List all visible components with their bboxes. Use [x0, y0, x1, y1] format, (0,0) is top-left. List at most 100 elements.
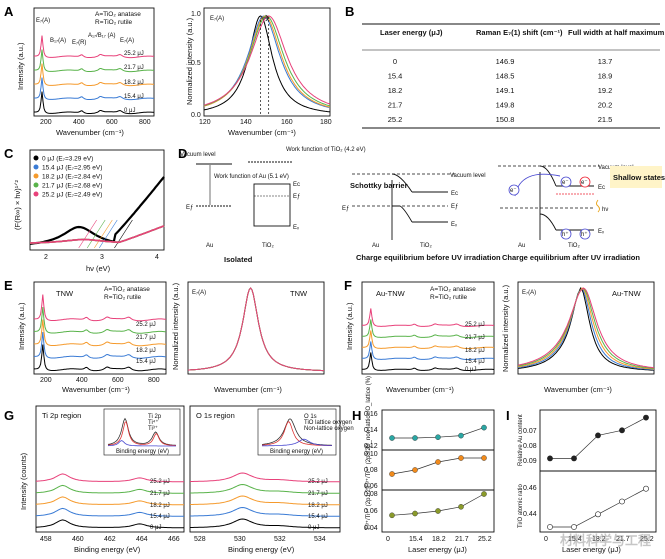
hnu-label: hν — [602, 207, 608, 213]
energy-label: 21.7 μJ — [124, 65, 144, 71]
panel-H-xlabel: Laser energy (μJ) — [408, 545, 467, 554]
panel-G-right-xlabel: Binding energy (eV) — [228, 545, 295, 554]
panel-E-xtick: 400 — [76, 377, 88, 384]
normalized-peak-line — [517, 287, 655, 369]
peak-label: A₁₇/B₁₇ (A) — [88, 33, 116, 39]
panel-G-left-xtick: 466 — [168, 536, 180, 543]
xps-spectrum — [190, 495, 340, 506]
panel-H-ylabel: Ti³⁺/Ti⁴⁺ (2p3/2) — [365, 445, 372, 488]
panel-A-normalized-curves — [203, 14, 331, 116]
panel-E-right-plot: E₇(A) TNW Normalized intensity (a.u.) Wa… — [171, 281, 325, 394]
table-cell: 149.8 — [496, 101, 515, 110]
table-cell: 25.2 — [388, 115, 403, 124]
data-point — [619, 427, 625, 434]
panel-E-right-tag: TNW — [290, 289, 308, 298]
legend-marker — [33, 182, 39, 188]
data-point — [389, 471, 395, 477]
energy-label: 15.4 μJ — [465, 359, 485, 365]
table-cell: 20.2 — [598, 101, 613, 110]
energy-label: 21.7 μJ — [465, 335, 485, 341]
panel-G-ylabel: Intensity (counts) — [19, 452, 28, 510]
panel-C-xtick: 4 — [155, 254, 159, 261]
inset-xlabel: Binding energy (eV) — [270, 449, 323, 455]
panel-B-rows: 0 146.9 13.7 15.4 148.5 18.9 18.2 149.1 19.2 21.7… — [388, 57, 613, 124]
energy-label: 18.2 μJ — [465, 348, 485, 354]
energy-label: 18.2 μJ — [124, 80, 144, 86]
energy-label: 25.2 μJ — [124, 51, 144, 57]
panel-F-ylabel: Intensity (a.u.) — [345, 302, 354, 350]
tauc-curve — [29, 225, 165, 244]
panel-H-label: H — [352, 408, 361, 423]
data-point — [412, 435, 418, 441]
xps-spectrum — [190, 518, 340, 529]
xps-spectrum — [190, 483, 340, 494]
panel-H-ytick: 0.04 — [364, 525, 378, 532]
energy-label: 0 μJ — [308, 525, 319, 531]
isolated-caption: Isolated — [224, 255, 253, 264]
panel-I-ytick: 0.08 — [523, 443, 537, 450]
panel-G-label: G — [4, 408, 14, 423]
table-header: Laser energy (μJ) — [380, 28, 443, 37]
table-cell: 148.5 — [496, 72, 515, 81]
hole-label: h⁺ — [581, 231, 588, 238]
data-point — [595, 432, 601, 439]
panel-E-normalized-curves — [187, 287, 324, 372]
panel-G-left-xtick: 462 — [104, 536, 116, 543]
energy-label: 21.7 μJ — [150, 491, 170, 497]
panel-B-table: Laser energy (μJ) Raman E₇(1) shift (cm⁻… — [362, 23, 665, 129]
xps-spectrum — [35, 507, 184, 517]
energy-label: 25.2 μJ — [465, 322, 485, 328]
table-header: Raman E₇(1) shift (cm⁻¹) — [476, 28, 563, 37]
tio2-label: TiO₂ — [262, 243, 274, 249]
table-cell: 21.7 — [388, 101, 403, 110]
panel-G-right-xtick: 534 — [314, 536, 326, 543]
panel-E-spectra — [34, 294, 167, 372]
normalized-peak-line — [203, 15, 331, 107]
au-label: Au — [518, 243, 525, 249]
normalized-peak-line — [517, 287, 655, 369]
panel-E-right-title: E₇(A) — [192, 290, 206, 296]
panel-E-xlabel: Wavenumber (cm⁻¹) — [62, 385, 130, 394]
panel-A-right-ytick: 0.5 — [191, 60, 201, 67]
energy-label: 18.2 μJ — [308, 503, 328, 509]
au-label: Au — [372, 243, 379, 249]
energy-label: 25.2 μJ — [308, 479, 328, 485]
table-cell: 0 — [393, 57, 397, 66]
ec-label: Eᴄ — [598, 185, 605, 191]
electron-label: e⁻ — [510, 188, 517, 194]
data-point — [547, 455, 553, 462]
ec-label: Eᴄ — [293, 182, 300, 188]
inset-legend-entry: O 1s — [304, 414, 317, 420]
panel-H-ytick: 0.08 — [364, 491, 378, 498]
panel-D-label: D — [178, 146, 187, 161]
panel-I-ytick: 0.07 — [523, 428, 537, 435]
charge-eq-before-caption: Charge equilibrium before UV irradiation — [356, 253, 501, 262]
data-point — [481, 455, 487, 461]
table-cell: 18.9 — [598, 72, 613, 81]
legend-entry: 21.7 μJ (E₇=2.68 eV) — [42, 183, 102, 190]
panel-A-right-xtick: 140 — [240, 119, 252, 126]
ev-label: Eᵥ — [451, 222, 457, 228]
spectrum-line — [34, 77, 155, 101]
panel-I-ytick: 0.09 — [523, 458, 537, 465]
tauc-fit-line — [78, 219, 97, 249]
energy-label: 21.7 μJ — [136, 335, 156, 341]
panel-H-ytick: 0.06 — [364, 483, 378, 490]
panel-A-right-ytick: 0.0 — [191, 112, 201, 119]
xps-spectrum — [35, 519, 184, 529]
ev-label: Eᵥ — [293, 225, 299, 231]
panel-A-right-xlabel: Wavenumber (cm⁻¹) — [228, 128, 296, 137]
normalized-peak-line — [187, 287, 324, 372]
xps-spectrum — [35, 473, 184, 483]
xps-spectrum — [190, 472, 340, 483]
panel-A-right-xtick: 120 — [199, 119, 211, 126]
table-cell: 18.2 — [388, 86, 403, 95]
legend-marker — [33, 173, 39, 179]
peak-label: B₁₇(A) — [50, 38, 66, 44]
panel-F-left-plot: Au-TNW A=TiO₂ anatase R=TiO₂ rutile Inte… — [345, 281, 495, 394]
panel-I-ylabel: Ti/O atomic ratio — [518, 484, 524, 528]
data-point — [458, 432, 464, 439]
